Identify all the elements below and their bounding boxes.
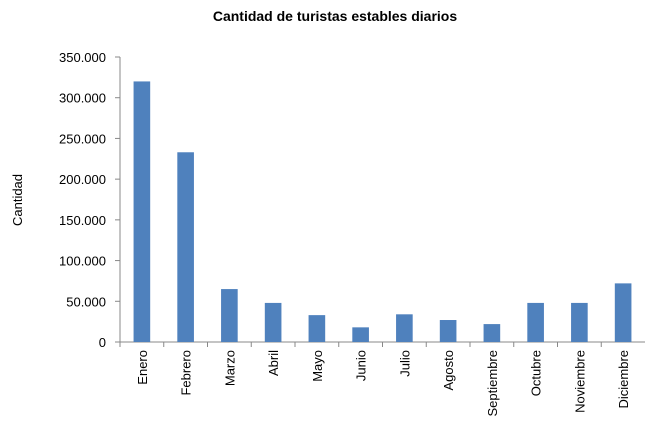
y-tick-label: 200.000 bbox=[59, 172, 106, 187]
bar bbox=[439, 320, 457, 342]
x-tick-label: Enero bbox=[135, 350, 150, 385]
x-tick-label: Septiembre bbox=[485, 350, 500, 416]
x-tick-label: Mayo bbox=[310, 350, 325, 382]
x-tick-label: Octubre bbox=[529, 350, 544, 396]
bar bbox=[483, 324, 501, 342]
y-axis-label: Cantidad bbox=[10, 174, 25, 226]
x-tick-label: Agosto bbox=[441, 350, 456, 390]
bar bbox=[396, 314, 413, 342]
x-tick-label: Noviembre bbox=[572, 350, 587, 413]
bar bbox=[133, 81, 151, 342]
y-tick-label: 150.000 bbox=[59, 213, 106, 228]
bar bbox=[221, 289, 238, 342]
bar bbox=[177, 152, 194, 342]
x-tick-label: Febrero bbox=[179, 350, 194, 396]
bar bbox=[264, 302, 282, 342]
y-tick-label: 350.000 bbox=[59, 50, 106, 65]
bar bbox=[352, 327, 369, 342]
y-tick-label: 300.000 bbox=[59, 91, 106, 106]
x-tick-label: Diciembre bbox=[616, 350, 631, 409]
chart-title: Cantidad de turistas estables diarios bbox=[213, 8, 458, 24]
bar bbox=[308, 315, 326, 342]
bar bbox=[527, 302, 544, 342]
x-tick-label: Marzo bbox=[222, 350, 237, 386]
y-tick-label: 100.000 bbox=[59, 254, 106, 269]
x-tick-label: Abril bbox=[266, 350, 281, 376]
x-tick-label: Julio bbox=[397, 350, 412, 377]
bar bbox=[571, 302, 588, 342]
y-tick-label: 0 bbox=[99, 335, 106, 350]
bar bbox=[614, 283, 632, 342]
x-tick-label: Junio bbox=[354, 350, 369, 381]
y-tick-label: 250.000 bbox=[59, 131, 106, 146]
y-tick-label: 50.000 bbox=[66, 294, 106, 309]
